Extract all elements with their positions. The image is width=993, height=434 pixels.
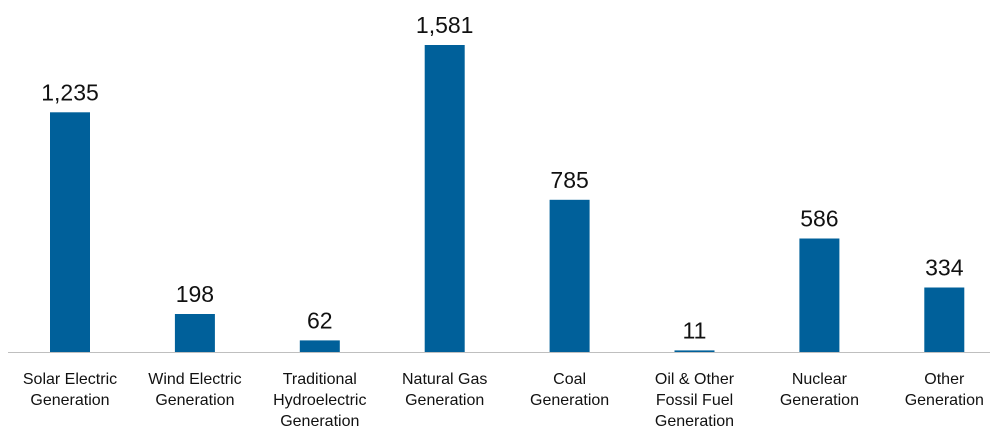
value-label-traditional-hydroelectric-generation: 62: [307, 307, 333, 333]
bar-natural-gas-generation: [424, 45, 465, 353]
value-label-natural-gas-generation: 1,581: [416, 12, 474, 38]
category-label-line: Hydroelectric: [273, 392, 366, 409]
category-label-traditional-hydroelectric-generation: Traditional Hydroelectric Generation: [273, 371, 366, 430]
category-label-line: Generation: [155, 392, 234, 409]
category-label-nuclear-generation: Nuclear Generation: [780, 371, 859, 409]
category-label-line: Wind Electric: [148, 371, 241, 388]
bar-coal-generation: [549, 199, 590, 353]
category-label-line: Other: [924, 371, 965, 388]
category-label-line: Nuclear: [792, 371, 848, 388]
bar-wind-electric-generation: [174, 314, 215, 353]
value-label-wind-electric-generation: 198: [176, 281, 214, 307]
category-label-line: Generation: [405, 392, 484, 409]
category-label-line: Generation: [30, 392, 109, 409]
category-label-line: Natural Gas: [402, 371, 487, 388]
value-labels-layer: 1,235 198 62 1,581 785 11 586 334: [41, 12, 963, 343]
bar-other-generation: [924, 287, 965, 353]
category-label-line: Solar Electric: [23, 371, 117, 388]
value-label-nuclear-generation: 586: [800, 206, 838, 232]
category-label-line: Generation: [530, 392, 609, 409]
category-label-oil-and-other-fossil-fuel-generation: Oil & Other Fossil Fuel Generation: [655, 371, 735, 430]
category-label-line: Coal: [553, 371, 586, 388]
category-labels-layer: Solar Electric Generation Wind Electric Gen…: [23, 371, 984, 430]
value-label-oil-and-other-fossil-fuel-generation: 11: [683, 317, 707, 343]
bars-layer: [50, 45, 965, 353]
category-label-line: Generation: [905, 392, 984, 409]
category-label-line: Generation: [655, 413, 734, 430]
value-label-coal-generation: 785: [550, 167, 588, 193]
category-label-line: Oil & Other: [655, 371, 735, 388]
category-label-other-generation: Other Generation: [905, 371, 984, 409]
category-label-line: Traditional: [283, 371, 357, 388]
bar-solar-electric-generation: [50, 112, 90, 353]
bar-oil-and-other-fossil-fuel-generation: [674, 350, 715, 353]
category-label-wind-electric-generation: Wind Electric Generation: [148, 371, 241, 409]
category-label-line: Generation: [280, 413, 359, 430]
category-label-line: Fossil Fuel: [656, 392, 733, 409]
category-label-solar-electric-generation: Solar Electric Generation: [23, 371, 117, 409]
category-label-coal-generation: Coal Generation: [530, 371, 609, 409]
value-label-other-generation: 334: [925, 255, 964, 281]
bar-nuclear-generation: [799, 238, 840, 353]
category-label-natural-gas-generation: Natural Gas Generation: [402, 371, 487, 409]
category-label-line: Generation: [780, 392, 859, 409]
value-label-solar-electric-generation: 1,235: [41, 79, 99, 105]
bar-traditional-hydroelectric-generation: [299, 340, 340, 353]
